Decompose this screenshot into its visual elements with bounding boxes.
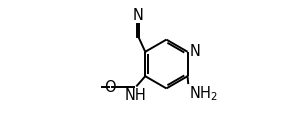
Text: N: N	[189, 44, 200, 59]
Text: N: N	[133, 8, 144, 23]
Text: O: O	[104, 80, 116, 95]
Text: NH$_2$: NH$_2$	[189, 84, 218, 103]
Text: NH: NH	[125, 88, 146, 103]
